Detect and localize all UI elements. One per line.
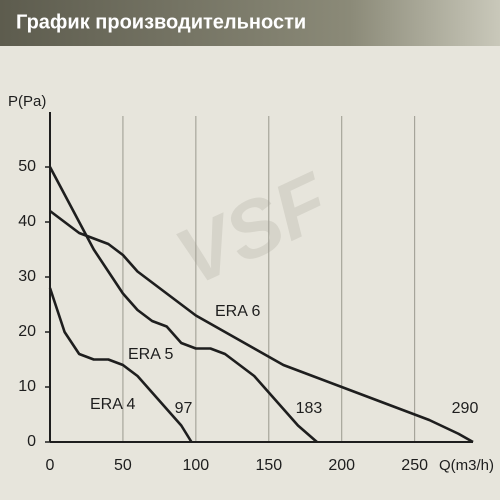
- x-tick-label: 150: [255, 457, 282, 474]
- header-bar: [0, 0, 500, 46]
- curve: [48, 287, 193, 443]
- y-tick-label: 10: [18, 378, 36, 395]
- x-tick-label: 0: [46, 457, 55, 474]
- x-tick-label: 250: [401, 457, 428, 474]
- y-tick-label: 20: [18, 323, 36, 340]
- y-tick-label: 0: [27, 433, 36, 450]
- x-axis-label: Q(m3/h): [439, 457, 494, 474]
- series-label: ERA 5: [128, 346, 173, 363]
- chart-title: График производительности: [16, 11, 306, 33]
- end-label: 97: [175, 400, 193, 417]
- end-label: 183: [296, 400, 323, 417]
- curve: [48, 166, 318, 443]
- series-label: ERA 6: [215, 303, 260, 320]
- y-tick-label: 40: [18, 213, 36, 230]
- x-tick-label: 100: [183, 457, 210, 474]
- end-label: 290: [452, 400, 479, 417]
- y-axis-label: P(Pa): [8, 93, 46, 110]
- y-tick-label: 50: [18, 158, 36, 175]
- x-tick-label: 50: [114, 457, 132, 474]
- x-tick-label: 200: [328, 457, 355, 474]
- curve: [49, 209, 474, 444]
- y-tick-label: 30: [18, 268, 36, 285]
- series-label: ERA 4: [90, 396, 135, 413]
